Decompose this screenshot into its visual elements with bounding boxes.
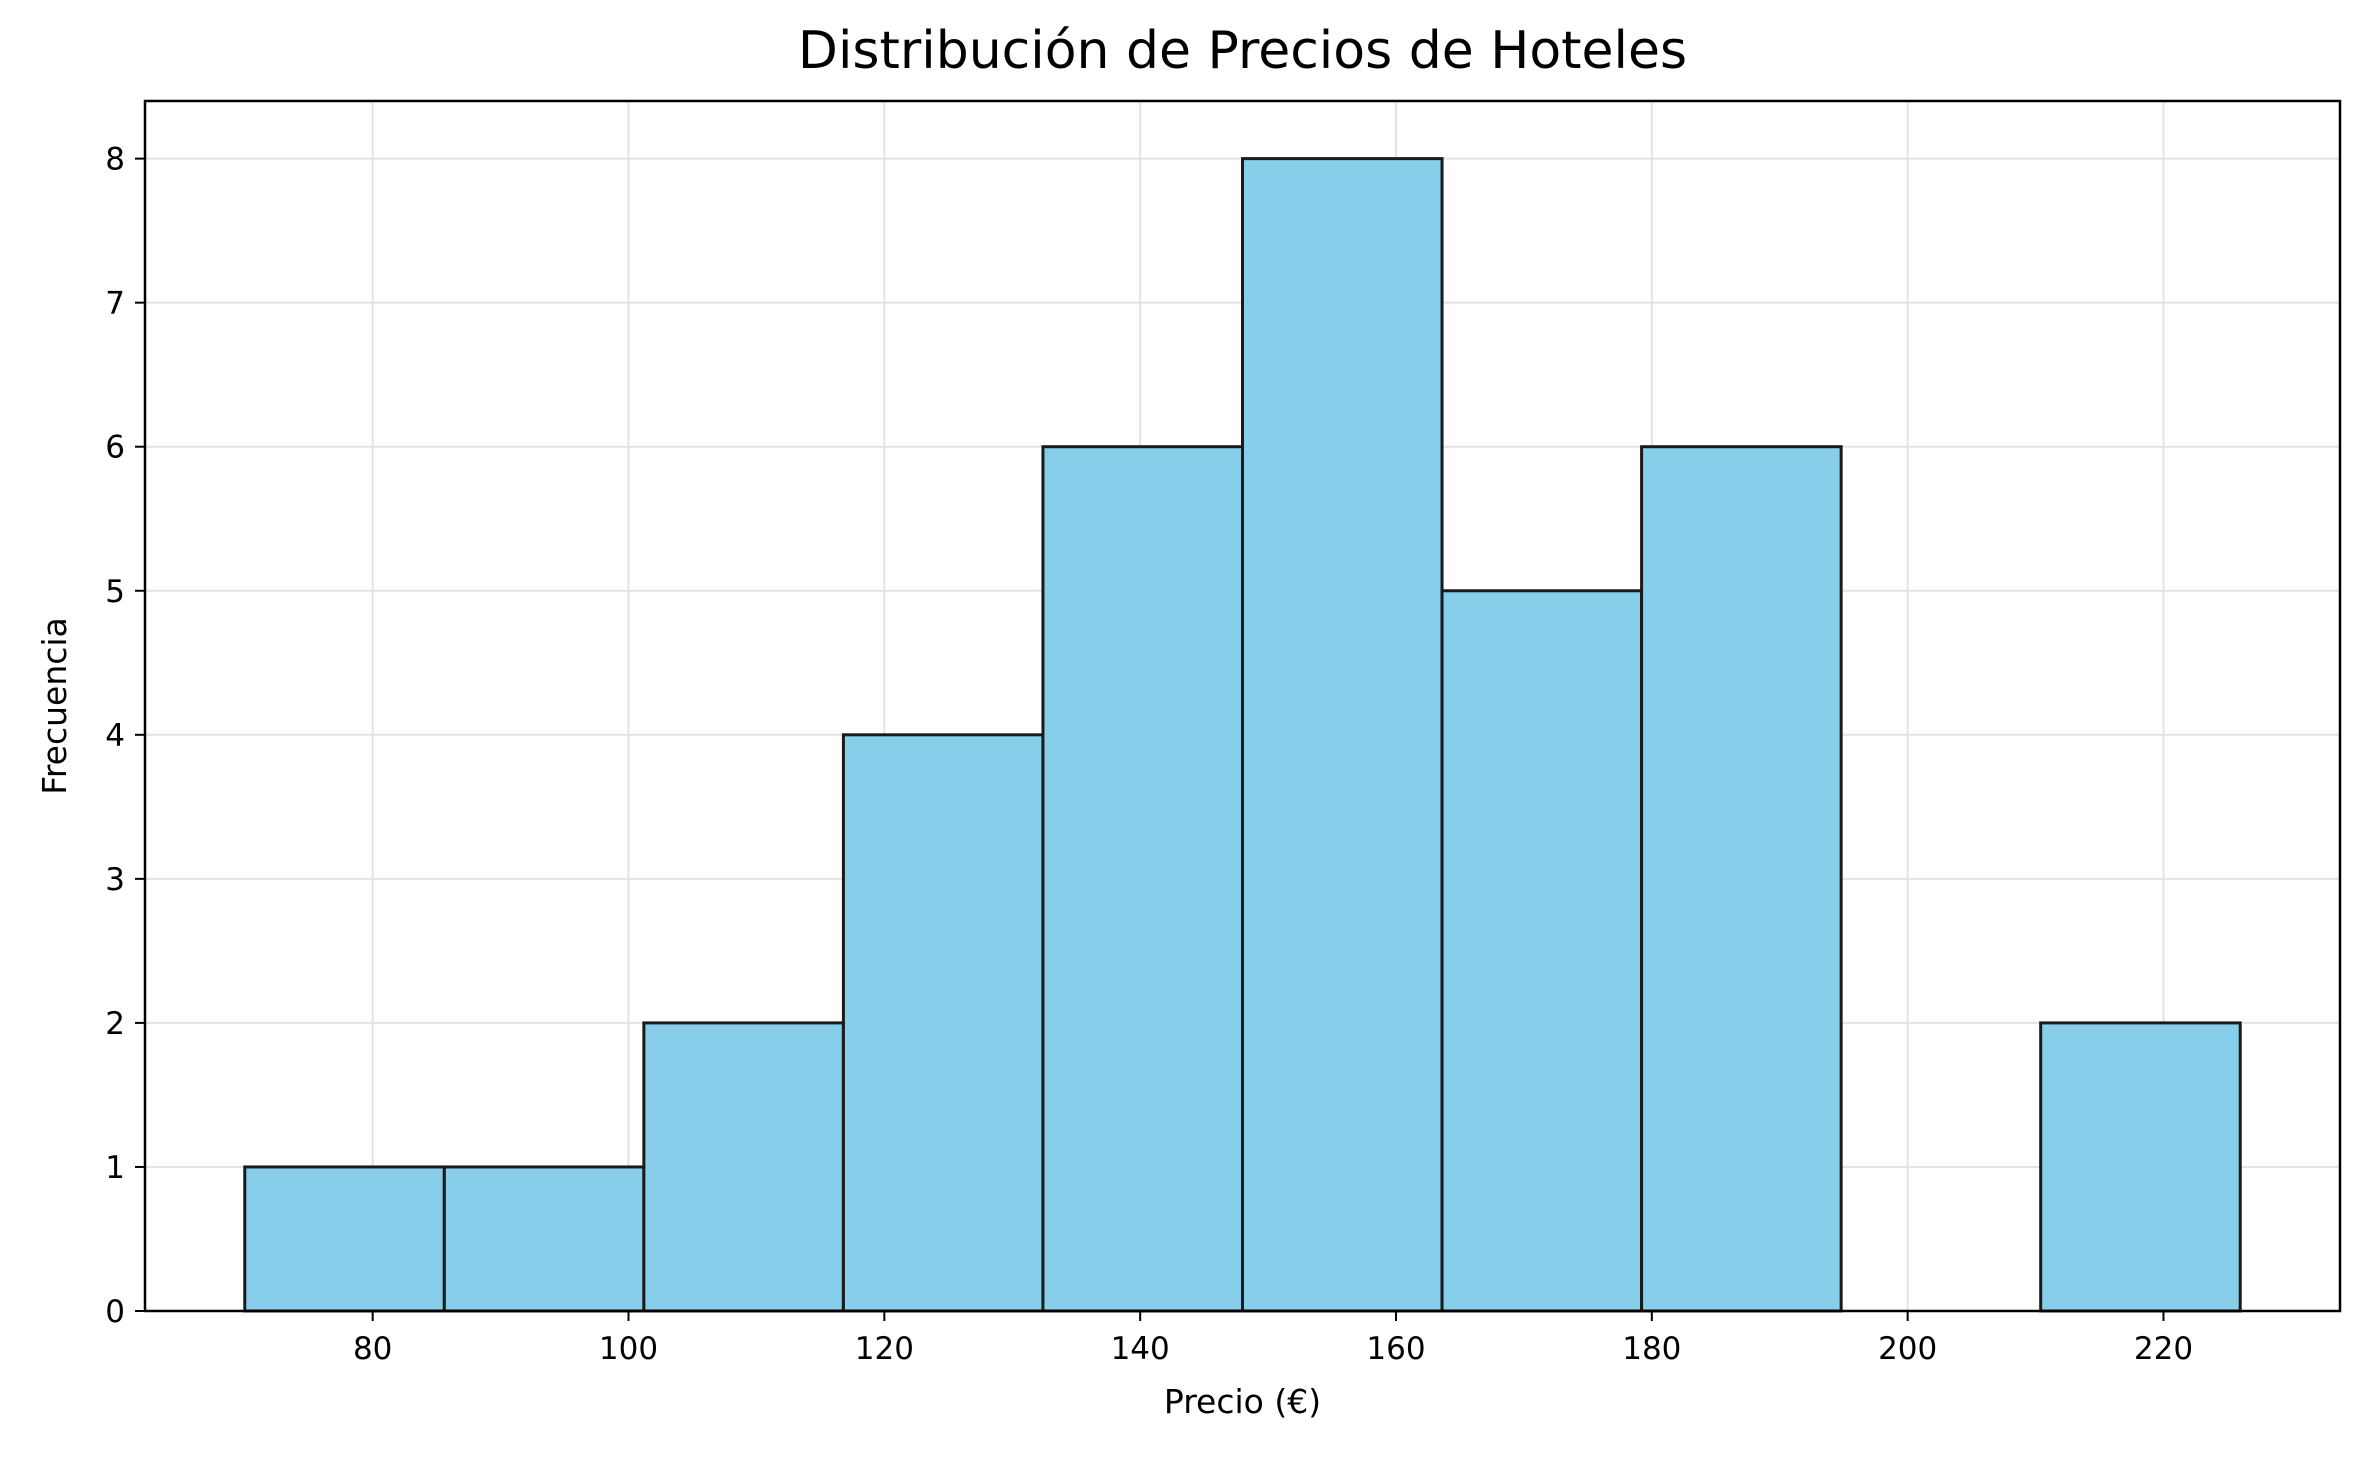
histogram-bar [442,1165,646,1313]
y-tick-label: 7 [105,286,125,322]
x-axis-label: Precio (€) [1164,1382,1321,1421]
y-tick-label: 4 [105,718,125,754]
chart-title: Distribución de Precios de Hoteles [798,21,1687,81]
x-tick-label: 200 [1878,1331,1937,1367]
y-tick-label: 8 [105,142,125,178]
y-axis-label: Frecuencia [35,617,74,795]
histogram-bar [841,733,1045,1313]
x-tick-label: 180 [1622,1331,1681,1367]
histogram-bar [1041,445,1245,1313]
y-tick-label: 0 [105,1294,125,1330]
y-tick-label: 1 [105,1150,125,1186]
plot-frame [143,99,2342,1313]
x-tick-label: 220 [2134,1331,2193,1367]
x-tick-label: 120 [855,1331,914,1367]
histogram-bar [642,1021,845,1313]
x-tick-label: 80 [353,1331,392,1367]
histogram-bar [1241,157,1444,1313]
x-tick-label: 140 [1111,1331,1170,1367]
histogram-bar [1640,445,1843,1313]
histogram-bar [1440,589,1644,1313]
y-tick-label: 6 [105,430,125,466]
y-axis-ticks: 0 1 2 3 4 5 6 7 8 [105,142,145,1330]
x-axis-ticks: 80 100 120 140 160 180 200 220 [353,1311,2193,1367]
y-tick-label: 3 [105,862,125,898]
bars-layer [243,157,2242,1313]
histogram-bar [243,1165,446,1313]
x-tick-label: 100 [599,1331,658,1367]
x-tick-label: 160 [1366,1331,1425,1367]
y-tick-label: 5 [105,574,125,610]
y-tick-label: 2 [105,1006,125,1042]
histogram-bar [2039,1021,2242,1313]
